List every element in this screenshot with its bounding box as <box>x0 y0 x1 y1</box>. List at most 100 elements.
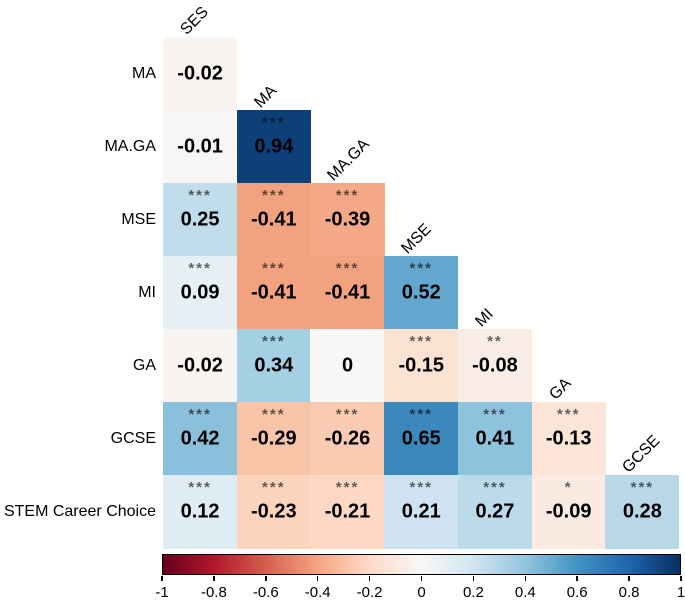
colorbar-tick-label: 1 <box>676 584 685 601</box>
significance-stars: *** <box>335 187 360 204</box>
column-header-ga: GA <box>545 374 575 404</box>
significance-stars: ** <box>487 333 503 350</box>
colorbar-tick-label: -0.8 <box>200 584 227 601</box>
significance-stars: *** <box>630 479 655 496</box>
corr-cell-gcse-ma-ga: *** -0.26 <box>310 402 385 476</box>
significance-stars: *** <box>409 406 433 423</box>
colorbar-tick-label: 0.2 <box>462 584 484 601</box>
colorbar-tick <box>316 576 319 581</box>
significance-stars: *** <box>409 479 433 496</box>
significance-stars: *** <box>262 406 286 423</box>
correlation-value: 0.25 <box>180 208 220 231</box>
correlation-value: -0.13 <box>545 427 592 450</box>
significance-stars: *** <box>188 479 212 496</box>
significance-stars: * <box>564 479 573 496</box>
row-label-ga: GA <box>132 356 156 374</box>
row-label-mse: MSE <box>121 210 156 228</box>
correlation-value: -0.41 <box>324 281 371 304</box>
row-label-gcse: GCSE <box>110 429 156 447</box>
corr-cell-mse-ma: *** -0.41 <box>236 183 311 257</box>
corr-cell-stem-career-choice-gcse: *** 0.28 <box>605 475 680 549</box>
row-label-stem-career-choice: STEM Career Choice <box>3 502 156 520</box>
correlation-value: -0.21 <box>324 500 371 523</box>
colorbar-tick <box>420 576 423 581</box>
correlation-value: 0.34 <box>254 354 294 377</box>
correlation-value: 0.52 <box>401 281 441 304</box>
corr-cell-ga-ses: -0.02 <box>163 329 238 403</box>
colorbar-tick <box>628 576 630 581</box>
correlation-value: -0.41 <box>251 281 297 304</box>
corr-cell-stem-career-choice-ma-ga: *** -0.21 <box>310 475 385 549</box>
row-label-ma: MA <box>132 64 156 82</box>
colorbar-tick-label: -0.6 <box>252 584 279 601</box>
corr-cell-ga-ma-ga: 0 <box>310 329 385 403</box>
corr-cell-mi-mse: *** 0.52 <box>384 256 459 330</box>
corr-cell-mi-ma-ga: *** -0.41 <box>310 256 385 330</box>
corr-cell-ga-mse: *** -0.15 <box>384 329 459 403</box>
significance-stars: *** <box>188 406 212 423</box>
corr-cell-gcse-ga: *** -0.13 <box>531 402 606 476</box>
colorbar-tick-label: 0.4 <box>514 584 536 601</box>
significance-stars: *** <box>262 260 286 277</box>
colorbar-tick <box>161 576 163 581</box>
correlation-value: 0.28 <box>622 500 662 523</box>
significance-stars: *** <box>335 406 360 423</box>
correlation-value: 0 <box>341 354 354 377</box>
corr-cell-mse-ses: *** 0.25 <box>163 183 238 257</box>
corr-cell-mi-ma: *** -0.41 <box>236 256 311 330</box>
colorbar-tick <box>524 576 527 581</box>
correlation-value: -0.09 <box>545 500 592 523</box>
colorbar-tick-label: 0.6 <box>566 584 588 601</box>
correlation-value: -0.23 <box>251 500 297 523</box>
correlation-value: -0.29 <box>251 427 297 450</box>
significance-stars: *** <box>262 333 286 350</box>
corr-cell-gcse-mse: *** 0.65 <box>384 402 459 476</box>
corr-cell-ma-ga-ma: *** 0.94 <box>236 110 311 184</box>
column-header-ma: MA <box>250 82 280 112</box>
column-header-mse: MSE <box>398 220 435 258</box>
corr-cell-stem-career-choice-mse: *** 0.21 <box>384 475 459 549</box>
corr-cell-stem-career-choice-ma: *** -0.23 <box>236 475 311 549</box>
correlation-value: -0.39 <box>324 208 371 231</box>
correlation-value: 0.12 <box>180 500 220 523</box>
correlation-value: -0.26 <box>324 427 371 450</box>
significance-stars: *** <box>188 260 212 277</box>
colorbar-tick-label: 0 <box>417 584 426 601</box>
significance-stars: *** <box>556 406 581 423</box>
row-label-mi: MI <box>138 283 156 301</box>
column-header-ses: SES <box>177 3 212 39</box>
correlation-value: -0.02 <box>177 354 223 377</box>
colorbar-tick <box>368 576 371 581</box>
corr-cell-ga-mi: ** -0.08 <box>457 329 533 403</box>
corr-cell-mse-ma-ga: *** -0.39 <box>310 183 385 257</box>
significance-stars: *** <box>335 479 360 496</box>
colorbar-tick <box>265 576 267 581</box>
corr-cell-stem-career-choice-mi: *** 0.27 <box>457 475 533 549</box>
corr-cell-stem-career-choice-ses: *** 0.12 <box>163 475 238 549</box>
colorbar <box>162 554 681 575</box>
colorbar-tick <box>472 576 475 581</box>
colorbar-tick-label: -0.2 <box>356 584 383 601</box>
correlation-value: 0.21 <box>401 500 441 523</box>
colorbar-tick-label: -0.4 <box>304 584 331 601</box>
correlation-value: -0.02 <box>177 62 223 85</box>
corr-cell-ma-ses: -0.02 <box>163 37 238 111</box>
colorbar-tick-label: 0.8 <box>618 584 640 601</box>
column-header-ma-ga: MA.GA <box>324 135 374 185</box>
colorbar-tick-label: -1 <box>155 584 169 601</box>
significance-stars: *** <box>188 187 212 204</box>
correlation-value: 0.94 <box>254 135 294 158</box>
colorbar-tick <box>576 576 578 581</box>
correlation-value: 0.41 <box>475 427 515 450</box>
corr-cell-gcse-ma: *** -0.29 <box>236 402 311 476</box>
corr-cell-gcse-mi: *** 0.41 <box>457 402 533 476</box>
significance-stars: *** <box>409 333 433 350</box>
corr-cell-ga-ma: *** 0.34 <box>236 329 311 403</box>
row-label-ma-ga: MA.GA <box>104 137 156 155</box>
correlation-value: 0.27 <box>475 500 515 523</box>
corr-cell-ma-ga-ses: -0.01 <box>163 110 238 184</box>
column-header-mi: MI <box>472 305 497 331</box>
corr-cell-gcse-ses: *** 0.42 <box>163 402 238 476</box>
corr-cell-mi-ses: *** 0.09 <box>163 256 238 330</box>
